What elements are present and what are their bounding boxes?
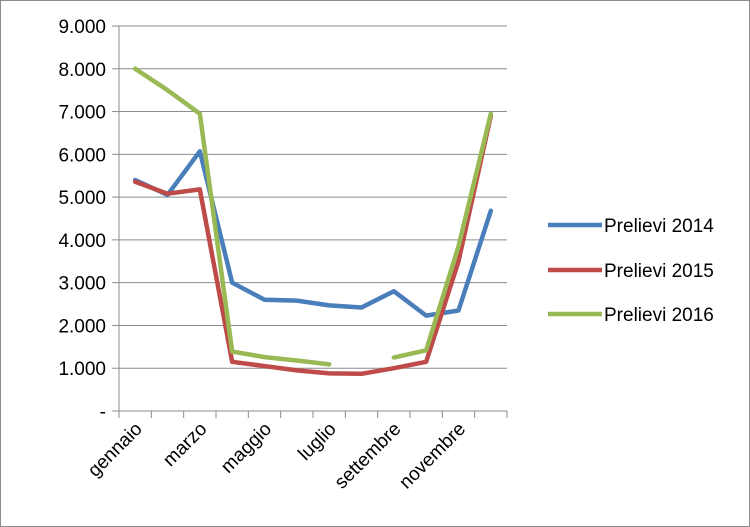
y-tick-label: - — [100, 402, 106, 423]
y-tick-label: 8.000 — [58, 60, 106, 81]
series-line-2 — [132, 113, 494, 377]
y-tick-label: 3.000 — [58, 274, 106, 295]
legend-label: Prelievi 2014 — [604, 216, 714, 237]
gridlines — [119, 25, 507, 369]
y-tick-label: 2.000 — [58, 316, 106, 337]
y-tick-label: 1.000 — [58, 359, 106, 380]
series-line-1 — [132, 149, 494, 318]
y-tick-label: 5.000 — [58, 188, 106, 209]
y-tick-label: 6.000 — [58, 145, 106, 166]
y-tick-label: 9.000 — [58, 17, 106, 38]
legend: Prelievi 2014 Prelievi 2015 Prelievi 2016 — [548, 216, 714, 326]
y-tick-label: 4.000 — [58, 231, 106, 252]
y-tick-label: 7.000 — [58, 103, 106, 124]
series-lines — [132, 66, 494, 377]
legend-label: Prelievi 2015 — [604, 261, 714, 282]
series-line-3 — [132, 66, 494, 367]
legend-label: Prelievi 2016 — [604, 305, 714, 326]
y-axis-ticks: - 1.000 2.000 3.000 4.000 5.000 6.000 7.000 8.00… — [58, 17, 119, 423]
